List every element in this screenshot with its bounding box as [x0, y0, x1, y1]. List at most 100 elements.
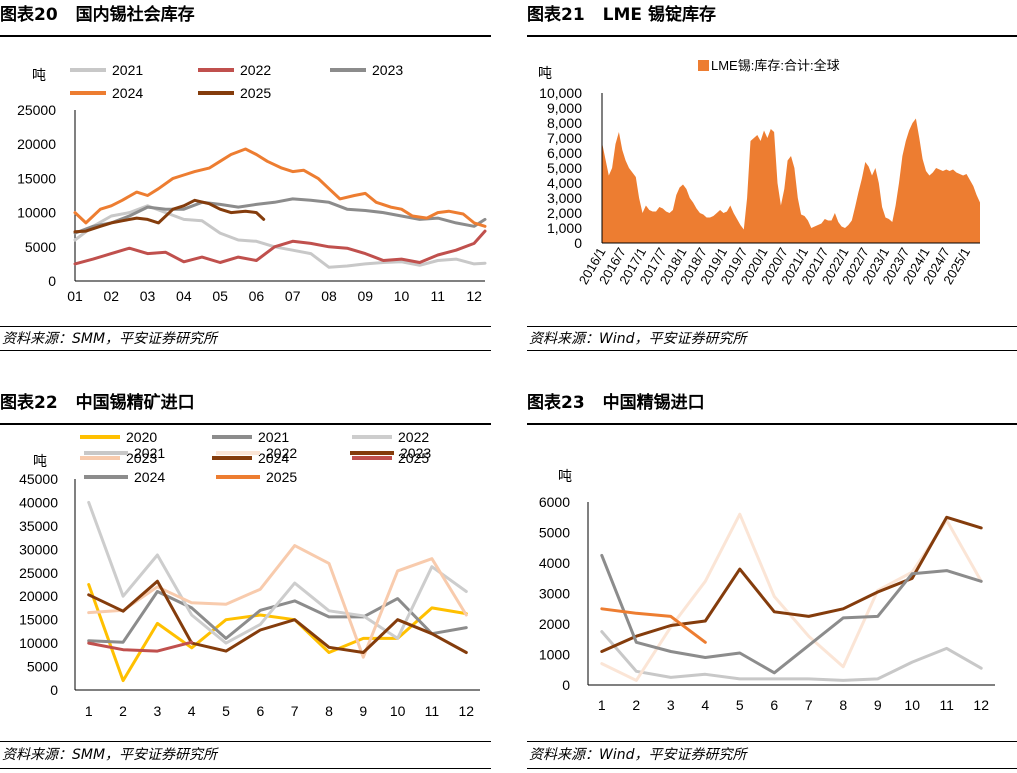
y-tick-label: 3,000: [547, 190, 582, 206]
panel-title: 图表22 中国锡精矿进口: [0, 388, 491, 422]
y-unit-label: 吨: [558, 468, 572, 484]
x-tick-label: 2: [119, 703, 127, 719]
x-tick-label: 01: [67, 288, 83, 304]
x-tick-label: 11: [939, 697, 954, 713]
x-tick-label: 6: [256, 703, 264, 719]
y-tick-label: 15000: [17, 170, 56, 186]
series-line-2023: [87, 544, 468, 659]
x-tick-label: 1: [85, 703, 93, 719]
series-line-2023: [73, 197, 487, 235]
source-rule-top: [0, 326, 491, 327]
y-tick-label: 8,000: [547, 115, 582, 131]
figure-number: 图表22: [0, 393, 58, 413]
panel-china-tin-ore-import: 图表22 中国锡精矿进口 吨 0 5000 10000 15000 20000 25000 30…: [0, 388, 491, 773]
series-line-2020: [87, 583, 468, 683]
x-tick-label: 10: [904, 697, 920, 713]
y-tick-label: 40000: [19, 494, 58, 510]
legend-label-2024: 2024: [112, 85, 143, 101]
series-line-2025: [600, 607, 707, 644]
legend-label-2021: 2021: [112, 62, 143, 78]
y-tick-label: 30000: [19, 541, 58, 557]
y-tick-label: 20000: [19, 588, 58, 604]
y-tick-label: 10000: [19, 635, 58, 651]
series-line-2024: [73, 147, 487, 228]
y-tick-label: 4000: [539, 555, 570, 571]
x-tick-label: 09: [357, 288, 373, 304]
figure-number: 图表20: [0, 5, 58, 25]
y-tick-label: 5000: [27, 659, 58, 675]
y-tick-label: 2,000: [547, 205, 582, 221]
source-rule-bottom: [0, 768, 491, 769]
y-tick-label: 5000: [25, 239, 56, 255]
title-rule: [527, 35, 1017, 37]
chart-domestic-tin-inventory: 吨 0 5000 10000 15000 20000 25000 01 02 03 04 05 06 07…: [17, 62, 487, 304]
y-tick-label: 9,000: [547, 100, 582, 116]
y-unit-label: 吨: [538, 65, 552, 81]
y-tick-label: 0: [562, 677, 570, 693]
panel-domestic-tin-inventory: 图表20 国内锡社会库存 吨 0 5000 10000 15000 20000 25000 01…: [0, 0, 491, 360]
legend-label-2025: 2025: [398, 450, 429, 466]
figure-number: 图表21: [527, 5, 585, 25]
y-tick-label: 6,000: [547, 145, 582, 161]
x-tick-label: 8: [325, 703, 333, 719]
series-line-2024: [87, 579, 468, 654]
figure-title: LME 锡锭库存: [602, 5, 716, 25]
series-line-2025: [87, 640, 194, 653]
y-tick-label: 2000: [539, 616, 570, 632]
series-line-2021: [600, 630, 983, 682]
legend-label-2021: 2021: [258, 429, 289, 445]
x-tick-label: 12: [466, 288, 482, 304]
x-tick-label: 7: [291, 703, 299, 719]
y-tick-label: 4,000: [547, 175, 582, 191]
legend-label-2025: 2025: [240, 85, 271, 101]
title-rule: [0, 423, 491, 425]
figure-title: 中国锡精矿进口: [75, 393, 195, 413]
series-line-2024: [600, 553, 983, 675]
x-tick-label: 3: [667, 697, 675, 713]
series-line-2022: [87, 500, 468, 645]
legend-swatch: [698, 60, 709, 71]
source-rule-bottom: [0, 350, 491, 351]
x-tick-label: 11: [425, 703, 440, 719]
x-tick-label: 9: [874, 697, 882, 713]
y-unit-label: 吨: [33, 453, 47, 469]
x-tick-label: 05: [212, 288, 228, 304]
legend-label-2022: 2022: [240, 62, 271, 78]
legend-label-2022: 2022: [398, 429, 429, 445]
y-tick-label: 5,000: [547, 160, 582, 176]
legend-label-2023: 2023: [400, 445, 431, 461]
y-tick-label: 15000: [19, 612, 58, 628]
x-tick-label: 04: [176, 288, 192, 304]
x-tick-label: 08: [321, 288, 337, 304]
series-line-2022: [600, 512, 983, 682]
x-tick-label: 10: [394, 288, 410, 304]
y-tick-label: 3000: [539, 586, 570, 602]
legend-label-2023: 2023: [372, 62, 403, 78]
series-line-2023: [600, 515, 983, 653]
source-note: 资料来源：SMM，平安证券研究所: [2, 331, 218, 347]
x-tick-label: 1: [598, 697, 606, 713]
y-tick-label: 35000: [19, 518, 58, 534]
x-tick-label: 12: [458, 703, 474, 719]
source-rule-top: [0, 741, 491, 742]
y-tick-label: 25000: [19, 565, 58, 581]
panel-title: 图表21 LME 锡锭库存: [527, 0, 1017, 34]
source-note: 资料来源：Wind，平安证券研究所: [529, 747, 747, 763]
y-tick-label: 0: [574, 235, 582, 251]
x-tick-label: 4: [701, 697, 709, 713]
x-tick-label: 06: [249, 288, 265, 304]
y-tick-label: 1000: [539, 647, 570, 663]
legend-label: LME锡:库存:合计:全球: [711, 58, 840, 73]
y-tick-label: 5000: [539, 525, 570, 541]
figure-title: 中国精锡进口: [602, 393, 705, 413]
x-tick-label: 12: [973, 697, 989, 713]
series-line-2021: [73, 204, 487, 269]
x-tick-label: 3: [153, 703, 161, 719]
x-tick-label: 5: [736, 697, 744, 713]
source-rule-bottom: [527, 350, 1017, 351]
series-line-2022: [73, 229, 487, 266]
y-tick-label: 45000: [19, 471, 58, 487]
x-tick-label: 11: [431, 288, 446, 304]
y-tick-label: 0: [50, 682, 58, 698]
y-tick-label: 20000: [17, 136, 56, 152]
